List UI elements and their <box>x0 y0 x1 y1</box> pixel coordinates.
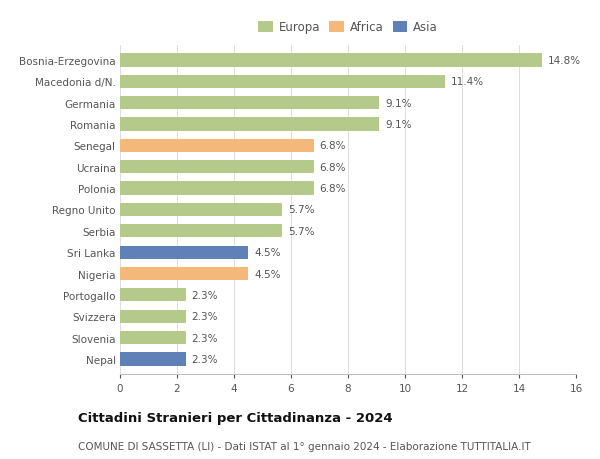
Bar <box>120 225 283 238</box>
Text: 11.4%: 11.4% <box>451 77 484 87</box>
Text: 14.8%: 14.8% <box>548 56 581 66</box>
Bar <box>120 118 379 131</box>
Bar <box>120 310 185 323</box>
Bar <box>120 353 185 366</box>
Bar <box>120 54 542 67</box>
Text: 4.5%: 4.5% <box>254 269 280 279</box>
Bar <box>120 246 248 259</box>
Bar <box>120 289 185 302</box>
Text: 5.7%: 5.7% <box>288 205 314 215</box>
Bar <box>120 331 185 344</box>
Text: COMUNE DI SASSETTA (LI) - Dati ISTAT al 1° gennaio 2024 - Elaborazione TUTTITALI: COMUNE DI SASSETTA (LI) - Dati ISTAT al … <box>78 441 531 451</box>
Text: Cittadini Stranieri per Cittadinanza - 2024: Cittadini Stranieri per Cittadinanza - 2… <box>78 412 392 425</box>
Text: 6.8%: 6.8% <box>320 184 346 194</box>
Bar <box>120 203 283 217</box>
Bar <box>120 267 248 280</box>
Text: 6.8%: 6.8% <box>320 162 346 173</box>
Text: 6.8%: 6.8% <box>320 141 346 151</box>
Text: 5.7%: 5.7% <box>288 226 314 236</box>
Text: 9.1%: 9.1% <box>385 120 412 130</box>
Bar <box>120 76 445 89</box>
Bar <box>120 140 314 153</box>
Text: 9.1%: 9.1% <box>385 98 412 108</box>
Bar <box>120 97 379 110</box>
Text: 4.5%: 4.5% <box>254 247 280 257</box>
Text: 2.3%: 2.3% <box>191 333 218 343</box>
Bar <box>120 161 314 174</box>
Text: 2.3%: 2.3% <box>191 290 218 300</box>
Bar <box>120 182 314 195</box>
Text: 2.3%: 2.3% <box>191 354 218 364</box>
Legend: Europa, Africa, Asia: Europa, Africa, Asia <box>256 19 440 37</box>
Text: 2.3%: 2.3% <box>191 312 218 322</box>
